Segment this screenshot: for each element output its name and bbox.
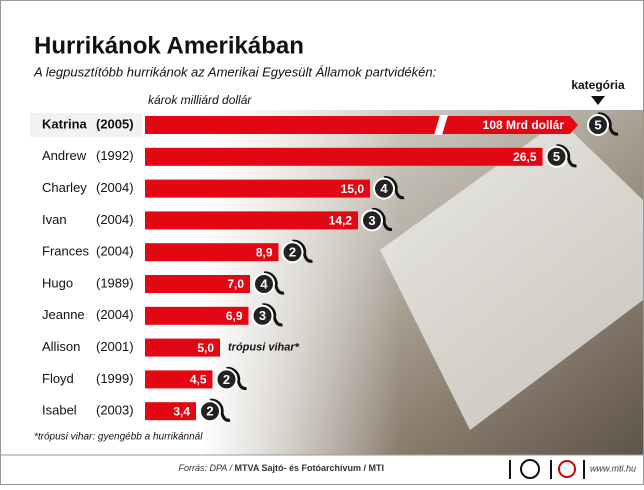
- value-label: 3,4: [173, 404, 190, 418]
- year-label: (2003): [96, 403, 134, 418]
- bar: [145, 275, 250, 293]
- value-label: 14,2: [329, 214, 353, 228]
- category-label: Jeanne: [42, 307, 85, 322]
- value-label: 108 Mrd dollár: [483, 118, 565, 132]
- axis-label: károk milliárd dollár: [148, 93, 252, 107]
- logo: [520, 459, 540, 479]
- bar: [145, 179, 370, 198]
- year-label: (2004): [96, 212, 134, 227]
- rating-badge: [215, 368, 238, 391]
- rating-swirl: [263, 271, 285, 295]
- rating-value: 2: [289, 245, 296, 260]
- rating-value: 5: [594, 117, 601, 132]
- bar: [145, 243, 279, 262]
- photo-debris: [380, 120, 643, 430]
- bar: [145, 402, 196, 421]
- category-label: Andrew: [42, 148, 87, 163]
- rating-value: 4: [260, 276, 268, 291]
- rating-value: 2: [223, 372, 230, 387]
- bar: [145, 306, 249, 325]
- logo: [558, 460, 576, 478]
- rating-swirl: [383, 176, 405, 200]
- category-label: Isabel: [42, 403, 77, 418]
- tropical-note: trópusi vihar*: [228, 342, 300, 354]
- rating-value: 5: [553, 149, 560, 164]
- bar: [145, 116, 570, 134]
- highlight-row: [30, 113, 142, 137]
- value-label: 6,9: [226, 309, 243, 323]
- category-label: Floyd: [42, 371, 74, 386]
- value-label: 4,5: [190, 373, 207, 387]
- bar: [145, 370, 213, 389]
- year-label: (2005): [96, 116, 134, 131]
- category-label: Ivan: [42, 212, 67, 227]
- rating-label: kategória: [571, 78, 625, 92]
- bar: [145, 338, 220, 357]
- category-label: Frances: [42, 244, 89, 259]
- category-label: Hugo: [42, 275, 73, 290]
- rating-swirl: [597, 112, 619, 136]
- source-prefix: Forrás: DPA /: [178, 463, 233, 473]
- year-label: (2004): [96, 180, 134, 195]
- bar-cap: [570, 116, 578, 134]
- website: www.mti.hu: [590, 463, 636, 473]
- footnote: *trópusi vihar: gyengébb a hurrikánnál: [34, 432, 203, 443]
- rating-value: 3: [368, 213, 375, 228]
- category-label: Charley: [42, 180, 87, 195]
- rating-badge: [545, 145, 568, 168]
- rating-badge: [373, 177, 395, 200]
- year-label: (2001): [96, 339, 134, 354]
- source-bold: MTVA Sajtó- és Fotóarchívum / MTI: [234, 463, 384, 473]
- rating-badge: [251, 304, 274, 327]
- value-label: 7,0: [227, 277, 244, 291]
- subtitle: A legpusztítóbb hurrikánok az Amerikai E…: [33, 64, 437, 79]
- rating-swirl: [556, 144, 577, 168]
- rating-badge: [199, 400, 221, 423]
- year-label: (2004): [96, 307, 134, 322]
- value-label: 26,5: [513, 150, 537, 164]
- year-label: (1989): [96, 275, 134, 290]
- year-label: (1992): [96, 148, 134, 163]
- rating-swirl: [262, 303, 283, 327]
- rating-swirl: [209, 398, 231, 422]
- value-label: 15,0: [341, 182, 365, 196]
- rating-badge: [281, 241, 304, 264]
- rating-value: 4: [380, 181, 388, 196]
- bar-break: [434, 115, 448, 135]
- bar: [145, 211, 358, 230]
- rating-value: 3: [259, 308, 266, 323]
- rating-swirl: [371, 207, 393, 232]
- category-label: Allison: [42, 339, 80, 354]
- chart-title: Hurrikánok Amerikában: [34, 32, 304, 59]
- year-label: (1999): [96, 371, 134, 386]
- rating-badge: [361, 209, 383, 232]
- source: Forrás: DPA / MTVA Sajtó- és Fotóarchívu…: [178, 463, 384, 473]
- rating-swirl: [292, 239, 313, 263]
- year-label: (2004): [96, 244, 134, 259]
- value-label: 8,9: [256, 245, 273, 259]
- rating-arrow: [591, 96, 605, 105]
- rating-value: 2: [206, 404, 213, 419]
- bar: [145, 147, 543, 166]
- value-label: 5,0: [197, 341, 214, 355]
- rating-badge: [253, 273, 275, 295]
- rating-badge: [587, 114, 609, 136]
- category-label: Katrina: [42, 116, 88, 131]
- rating-swirl: [226, 366, 247, 391]
